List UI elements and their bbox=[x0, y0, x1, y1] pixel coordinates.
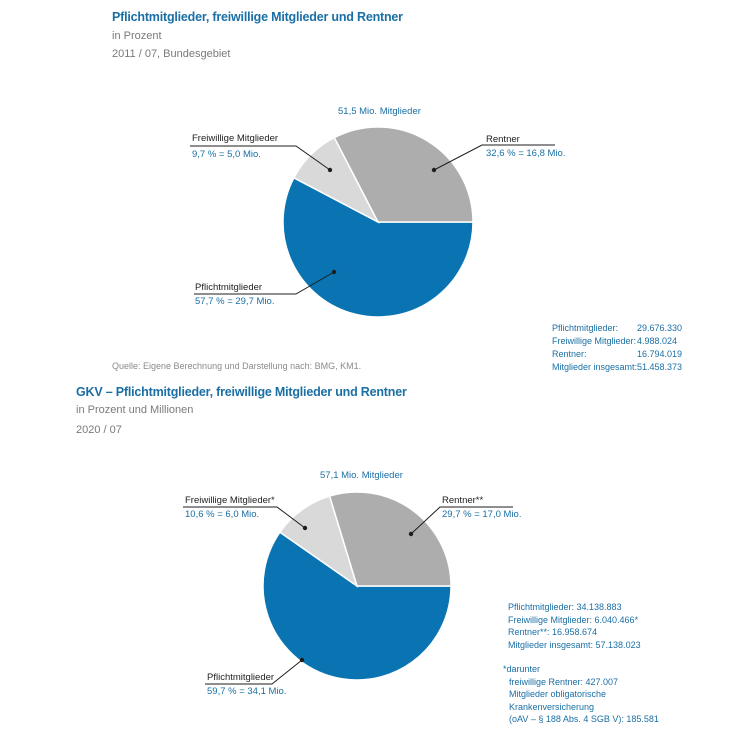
chart1-subtitle: in Prozent bbox=[112, 30, 162, 42]
chart1-leader-rentner bbox=[431, 144, 555, 173]
chart2-value-rentner: 29,7 % = 17,0 Mio. bbox=[442, 509, 522, 520]
chart2-stat-line: Pflichtmitglieder: 34.138.883 bbox=[508, 602, 622, 612]
chart1-label-freiwillige: Freiwillige Mitglieder bbox=[192, 133, 279, 144]
chart1-label-rentner: Rentner bbox=[486, 134, 520, 145]
chart1-stat-label: Rentner: bbox=[552, 349, 587, 359]
chart1-stat-row: Freiwillige Mitglieder: 4.988.024 bbox=[552, 336, 677, 346]
chart1-label-pflicht: Pflichtmitglieder bbox=[195, 282, 263, 293]
chart1-stat-row: Mitglieder insgesamt: 51.458.373 bbox=[552, 362, 682, 372]
chart2-note-line: Krankenversicherung bbox=[509, 701, 595, 712]
chart2-note-line: freiwillige Rentner: 427.007 bbox=[509, 676, 619, 687]
chart1-leader-pflicht bbox=[194, 269, 337, 295]
chart1-stat-row: Pflichtmitglieder: 29.676.330 bbox=[552, 323, 682, 333]
chart1-total-label: 51,5 Mio. Mitglieder bbox=[338, 106, 421, 117]
chart1-slice-rentner bbox=[333, 126, 474, 223]
chart1-stat-row: Rentner: 16.794.019 bbox=[552, 349, 682, 359]
chart2-total-label: 57,1 Mio. Mitglieder bbox=[320, 470, 403, 481]
chart1-slice-pflichtmitglieder bbox=[282, 176, 474, 318]
chart1-period: 2011 / 07, Bundesgebiet bbox=[112, 48, 231, 60]
chart2-label-pflicht: Pflichtmitglieder bbox=[207, 672, 275, 683]
chart1-source: Quelle: Eigene Berechnung und Darstellun… bbox=[112, 361, 362, 371]
chart2-note-line: Mitglieder obligatorische bbox=[509, 689, 607, 699]
chart2-title: GKV – Pflichtmitglieder, freiwillige Mit… bbox=[76, 385, 407, 399]
chart2-stat-line: Freiwillige Mitglieder: 6.040.466* bbox=[508, 614, 639, 625]
chart2-leader-rentner bbox=[408, 506, 513, 537]
chart2-stats: Pflichtmitglieder: 34.138.883 Freiwillig… bbox=[508, 601, 641, 651]
chart2-leader-pflicht bbox=[205, 657, 305, 685]
chart1-stat-value: 16.794.019 bbox=[637, 349, 683, 359]
chart2-stat-line: Mitglieder insgesamt: 57.138.023 bbox=[508, 639, 641, 650]
chart2-subtitle: in Prozent und Millionen bbox=[76, 404, 194, 416]
chart2-value-pflicht: 59,7 % = 34,1 Mio. bbox=[207, 686, 287, 697]
chart2-value-freiwillige: 10,6 % = 6,0 Mio. bbox=[185, 509, 260, 520]
chart1-stat-label: Mitglieder insgesamt: bbox=[552, 362, 638, 372]
chart2-label-rentner: Rentner** bbox=[442, 495, 484, 506]
chart1-stat-value: 51.458.373 bbox=[637, 362, 683, 372]
chart1-leader-freiwillige bbox=[190, 145, 333, 173]
chart1-value-pflicht: 57,7 % = 29,7 Mio. bbox=[195, 296, 275, 307]
chart1-stat-label: Freiwillige Mitglieder: bbox=[552, 336, 637, 346]
chart2-note-line: (oAV – § 188 Abs. 4 SGB V): 185.581 bbox=[509, 714, 659, 724]
chart2-slice-pflichtmitglieder bbox=[262, 531, 452, 681]
chart2-stat-line: Rentner**: 16.958.674 bbox=[508, 627, 598, 637]
chart2-note: *darunter freiwillige Rentner: 427.007 M… bbox=[503, 663, 659, 726]
chart1-value-rentner: 32,6 % = 16,8 Mio. bbox=[486, 148, 566, 159]
chart1-stat-label: Pflichtmitglieder: bbox=[552, 323, 619, 333]
chart2-note-line: *darunter bbox=[503, 664, 541, 674]
chart1-title: Pflichtmitglieder, freiwillige Mitgliede… bbox=[112, 10, 403, 24]
chart1-stat-value: 29.676.330 bbox=[637, 323, 683, 333]
chart2-leader-freiwillige bbox=[183, 506, 308, 531]
chart2-period: 2020 / 07 bbox=[76, 424, 122, 436]
chart2-slice-rentner bbox=[328, 491, 452, 587]
chart1-stat-value: 4.988.024 bbox=[637, 336, 678, 346]
chart2-label-freiwillige: Freiwillige Mitglieder* bbox=[185, 495, 275, 506]
chart1-value-freiwillige: 9,7 % = 5,0 Mio. bbox=[192, 149, 261, 160]
